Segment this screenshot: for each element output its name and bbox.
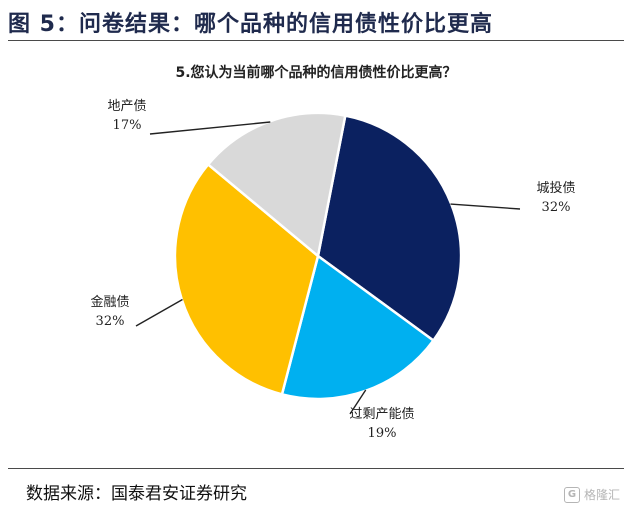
pie-slice-4 <box>206 111 347 259</box>
slice-label-4: 地产债 <box>107 99 146 114</box>
leader-line-3 <box>135 298 183 327</box>
title-divider <box>8 40 624 41</box>
watermark-logo-icon: G <box>563 486 580 503</box>
slice-value-label-1: 32% <box>542 200 571 215</box>
source-divider <box>8 468 624 469</box>
watermark: G 格隆汇 <box>563 486 620 503</box>
figure-title: 图 5：问卷结果：哪个品种的信用债性价比更高 <box>8 12 493 37</box>
chart-title: 5.您认为当前哪个品种的信用债性价比更高？ <box>175 65 457 81</box>
slice-label-2: 过剩产能债 <box>349 407 414 422</box>
slice-value-label-4: 17% <box>113 118 142 133</box>
slice-label-3: 金融债 <box>90 294 129 310</box>
slice-value-label-3: 32% <box>96 314 125 329</box>
watermark-text: 格隆汇 <box>583 488 620 502</box>
leader-line-2 <box>349 389 367 415</box>
slice-label-1: 城投债 <box>536 180 575 196</box>
source-note: 数据来源：国泰君安证券研究 <box>26 484 247 504</box>
slice-value-label-2: 19% <box>368 426 397 441</box>
leader-line-1 <box>450 203 521 210</box>
leader-line-4 <box>149 121 271 135</box>
